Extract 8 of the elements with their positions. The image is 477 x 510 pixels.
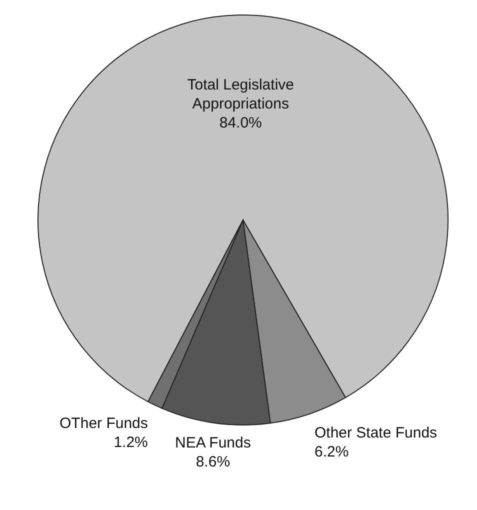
data-label: 1.2%: [114, 434, 148, 451]
slice-label: Other State Funds: [314, 424, 438, 442]
data-label: 84.0%: [219, 114, 262, 132]
data-label: 8.6%: [196, 453, 230, 470]
data-label: 6.2%: [314, 444, 349, 461]
slice-label: Total Legislative Appropriations: [187, 76, 294, 112]
slice-label: NEA Funds: [175, 434, 251, 452]
slice-label: OTher Funds: [60, 414, 148, 432]
